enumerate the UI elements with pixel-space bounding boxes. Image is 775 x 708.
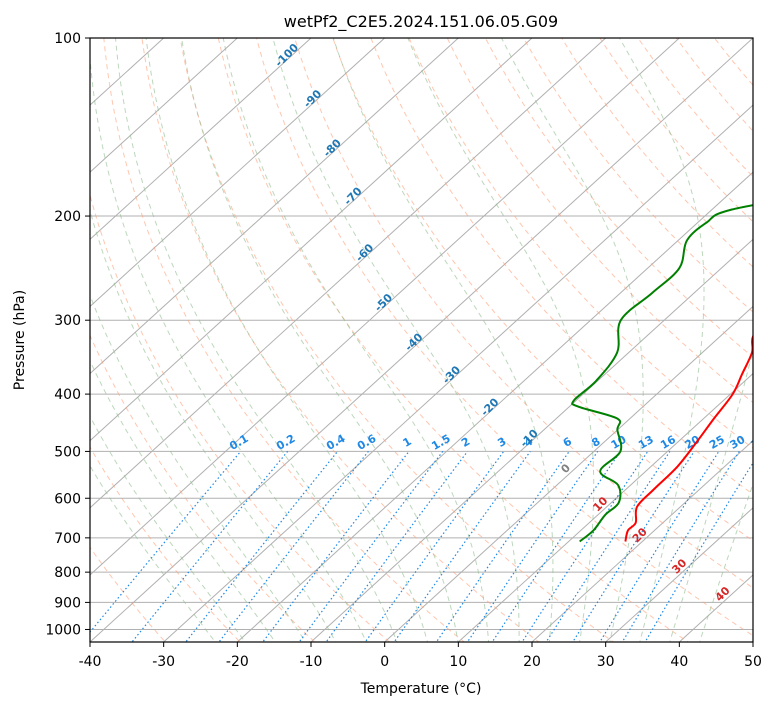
moist-adiabat bbox=[145, 38, 429, 642]
isotherm-line bbox=[90, 38, 607, 509]
moist-adiabat bbox=[669, 347, 753, 642]
y-tick-label: 500 bbox=[54, 444, 81, 460]
temperature-profile-line bbox=[624, 334, 753, 542]
plot-frame bbox=[89, 37, 754, 643]
x-axis: -40 -30 -20 -10 0 10 20 30 40 50 bbox=[79, 642, 762, 670]
moist-adiabat bbox=[619, 38, 705, 642]
mixing-ratio-line bbox=[131, 451, 289, 642]
isotherm-line bbox=[457, 372, 753, 642]
dry-adiabat bbox=[255, 38, 753, 637]
mixing-ratio-line bbox=[466, 451, 599, 642]
mixing-ratio-line bbox=[364, 451, 505, 642]
mixing-ratio-line bbox=[545, 451, 671, 642]
mixing-ratio-label: 36 bbox=[748, 433, 768, 452]
isotherm-line bbox=[310, 238, 753, 642]
isotherm-line bbox=[604, 507, 753, 642]
isotherm-line bbox=[90, 38, 386, 308]
x-tick-label: 30 bbox=[597, 654, 615, 670]
moist-adiabat bbox=[115, 38, 398, 642]
moist-adiabat bbox=[332, 38, 554, 642]
y-tick-label: 400 bbox=[54, 387, 81, 403]
isotherm-line bbox=[236, 171, 753, 642]
mixing-ratio-line bbox=[572, 451, 695, 642]
moist-adiabat bbox=[90, 415, 246, 642]
y-tick-label: 300 bbox=[54, 313, 81, 329]
x-tick-label: 50 bbox=[744, 654, 762, 670]
x-tick-label: -10 bbox=[300, 654, 323, 670]
isotherm-line bbox=[90, 38, 753, 642]
y-tick-label: 1000 bbox=[45, 622, 81, 638]
dry-adiabat bbox=[90, 546, 166, 642]
x-axis-title: Temperature (°C) bbox=[360, 681, 482, 697]
dry-adiabat bbox=[90, 193, 391, 642]
dry-adiabat bbox=[446, 38, 753, 404]
dry-adiabat bbox=[141, 38, 540, 642]
dry-adiabat bbox=[294, 38, 753, 589]
y-tick-label: 900 bbox=[54, 595, 81, 611]
x-tick-label: 20 bbox=[523, 654, 541, 670]
moist-adiabat bbox=[407, 38, 595, 642]
isotherm-line bbox=[90, 38, 239, 173]
mixing-ratio-line bbox=[599, 451, 720, 642]
mixing-ratio-line bbox=[491, 451, 621, 642]
y-tick-label: 800 bbox=[54, 565, 81, 581]
moist-adiabat bbox=[222, 38, 490, 642]
moist-adiabat bbox=[90, 51, 367, 642]
profile-lines bbox=[571, 204, 753, 543]
y-tick-label: 100 bbox=[54, 31, 81, 47]
y-tick-label: 600 bbox=[54, 491, 81, 507]
background-lines bbox=[90, 38, 753, 642]
moist-adiabat bbox=[90, 208, 337, 642]
isotherm-line bbox=[90, 38, 681, 576]
x-tick-label: 40 bbox=[670, 654, 688, 670]
mixing-ratio-line bbox=[644, 461, 753, 642]
dry-adiabat bbox=[332, 38, 753, 542]
mixing-ratio-line bbox=[218, 451, 369, 642]
mixing-ratio-line bbox=[435, 451, 570, 642]
dry-adiabat bbox=[103, 38, 465, 642]
y-axis: 100 200 300 400 500 600 700 800 900 1000 bbox=[45, 31, 90, 638]
moist-adiabat bbox=[90, 359, 276, 642]
dewpoint-profile-line bbox=[571, 204, 753, 543]
x-tick-label: -30 bbox=[152, 654, 175, 670]
mixing-ratio-line bbox=[185, 451, 339, 642]
mixing-ratio-line bbox=[621, 451, 740, 642]
moist-adiabat bbox=[272, 38, 520, 642]
x-tick-label: 0 bbox=[380, 654, 389, 670]
chart-title: wetPf2_C2E5.2024.151.06.05.G09 bbox=[284, 12, 558, 32]
x-tick-label: -40 bbox=[79, 654, 102, 670]
isotherm-line bbox=[90, 38, 533, 442]
moist-adiabat bbox=[90, 293, 306, 642]
x-tick-label: -20 bbox=[226, 654, 249, 670]
mixing-ratio-line bbox=[325, 451, 468, 642]
mixing-ratio-line bbox=[521, 451, 649, 642]
isotherm-line bbox=[90, 38, 312, 241]
x-tick-label: 10 bbox=[449, 654, 467, 670]
dry-adiabat bbox=[523, 38, 753, 313]
isotherm-line bbox=[531, 439, 753, 642]
moist-adiabat bbox=[90, 464, 216, 642]
moist-adiabat bbox=[181, 38, 459, 642]
isotherm-line bbox=[162, 104, 753, 642]
moist-adiabat bbox=[699, 482, 753, 642]
dry-adiabat bbox=[179, 38, 615, 642]
dry-adiabat bbox=[217, 38, 690, 642]
y-axis-title: Pressure (hPa) bbox=[12, 290, 28, 390]
y-tick-label: 700 bbox=[54, 531, 81, 547]
y-tick-label: 200 bbox=[54, 209, 81, 225]
